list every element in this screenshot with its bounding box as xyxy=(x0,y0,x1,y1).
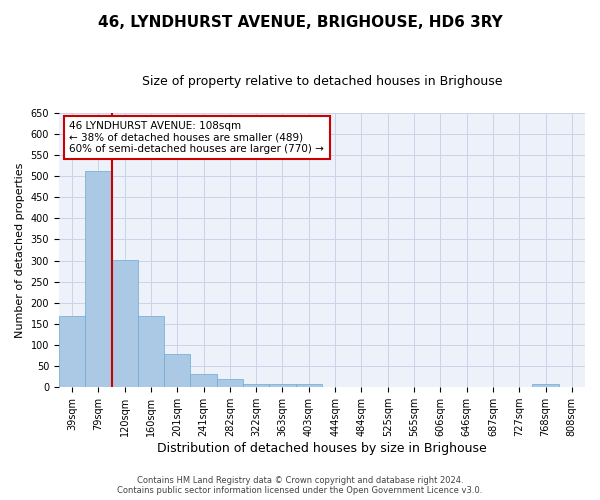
Bar xyxy=(243,384,269,387)
Bar xyxy=(532,384,559,387)
Bar xyxy=(59,316,85,387)
Bar xyxy=(296,384,322,387)
Y-axis label: Number of detached properties: Number of detached properties xyxy=(15,162,25,338)
Text: Contains HM Land Registry data © Crown copyright and database right 2024.
Contai: Contains HM Land Registry data © Crown c… xyxy=(118,476,482,495)
Bar xyxy=(217,379,243,387)
Text: 46 LYNDHURST AVENUE: 108sqm
← 38% of detached houses are smaller (489)
60% of se: 46 LYNDHURST AVENUE: 108sqm ← 38% of det… xyxy=(70,121,324,154)
Bar xyxy=(269,384,296,387)
Title: Size of property relative to detached houses in Brighouse: Size of property relative to detached ho… xyxy=(142,75,502,88)
Text: 46, LYNDHURST AVENUE, BRIGHOUSE, HD6 3RY: 46, LYNDHURST AVENUE, BRIGHOUSE, HD6 3RY xyxy=(98,15,502,30)
Bar xyxy=(138,316,164,387)
X-axis label: Distribution of detached houses by size in Brighouse: Distribution of detached houses by size … xyxy=(157,442,487,455)
Bar xyxy=(164,354,190,387)
Bar xyxy=(190,374,217,387)
Bar xyxy=(85,172,112,387)
Bar xyxy=(112,260,138,387)
